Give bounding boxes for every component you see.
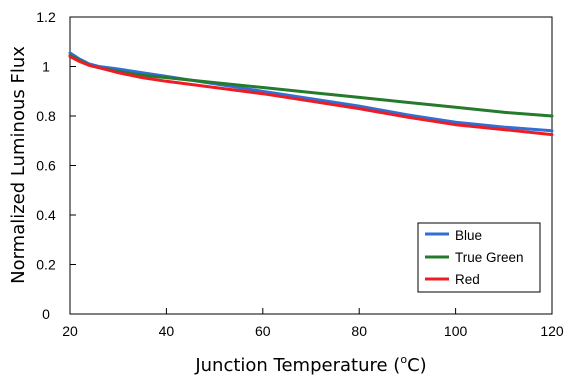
y-tick-label: 0.8: [36, 108, 56, 124]
x-tick-label: 40: [159, 323, 175, 339]
y-tick-label: 0: [42, 306, 50, 322]
legend-label-blue: Blue: [455, 228, 482, 243]
x-axis-title-tail: C): [407, 355, 427, 376]
series-lines: [68, 51, 554, 137]
x-tick-label: 80: [351, 323, 367, 339]
degree-superscript: o: [400, 353, 407, 366]
x-tick-label: 100: [444, 323, 468, 339]
legend: Blue True Green Red: [417, 222, 541, 293]
x-tick-label: 60: [255, 323, 271, 339]
x-tick-label: 20: [62, 323, 78, 339]
legend-label-true-green: True Green: [455, 250, 524, 265]
x-axis-title: Junction Temperature (oC): [194, 353, 426, 376]
y-axis-ticks: 0 0.2 0.4 0.6 0.8 1 1.2: [36, 9, 76, 322]
x-axis-ticks: 20 40 60 80 100 120: [62, 308, 564, 339]
y-tick-label: 0.4: [36, 207, 56, 223]
x-axis-title-main: Junction Temperature (: [194, 355, 400, 376]
y-tick-label: 0.2: [36, 257, 56, 273]
y-tick-label: 1: [42, 59, 50, 75]
series-line-red: [68, 55, 554, 137]
y-tick-label: 1.2: [36, 9, 56, 25]
legend-label-red: Red: [455, 272, 480, 287]
y-tick-label: 0.6: [36, 158, 56, 174]
y-axis-title: Normalized Luminous Flux: [8, 46, 29, 284]
x-tick-label: 120: [540, 323, 564, 339]
